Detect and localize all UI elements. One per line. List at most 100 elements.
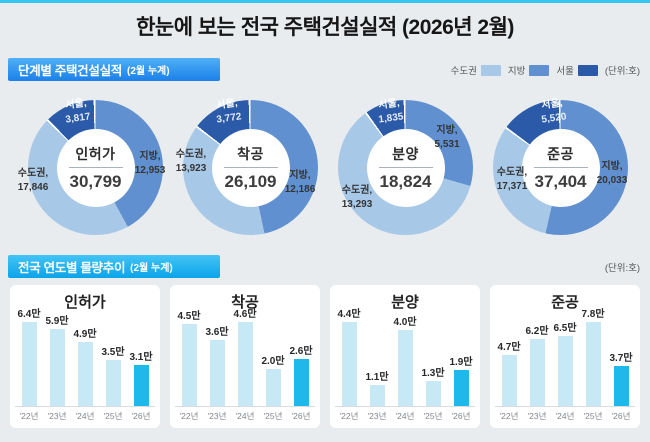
segment-name: 수도권, — [17, 168, 49, 179]
legend-item-seoul: 서울 — [556, 63, 598, 77]
bar-column: 1.1만 — [364, 368, 390, 406]
bar — [49, 329, 65, 406]
bar-column: 6.4만 — [16, 305, 42, 406]
bar-plot: 4.4만 1.1만 4.0만 1.3만 1.9만 — [335, 309, 475, 407]
segment-label-jibang: 지방, 20,033 — [587, 160, 637, 187]
donut-total: 37,404 — [534, 171, 587, 191]
donut-title: 분양 — [392, 145, 419, 162]
bar-value-label: 4.4만 — [337, 309, 361, 320]
legend-item-sudogwon: 수도권 — [451, 63, 501, 77]
legend-swatch-sudogwon — [480, 64, 501, 76]
bar — [557, 336, 573, 406]
donut-total: 18,824 — [379, 171, 432, 191]
x-axis-label: '26년 — [611, 411, 631, 421]
bar — [77, 342, 93, 406]
donut-center: 분양 18,824 — [366, 128, 445, 207]
bar-column: 4.9만 — [72, 325, 98, 406]
bar — [341, 322, 357, 406]
x-axis-label: '22년 — [499, 411, 519, 421]
segment-label-jibang: 지방, 5,531 — [422, 124, 472, 151]
legend-label: 서울 — [556, 66, 574, 77]
bar-column: 2.0만 — [260, 352, 286, 406]
x-axis-label: '24년 — [75, 411, 95, 421]
bar — [529, 339, 545, 406]
donut-divider — [378, 166, 433, 168]
bar-value-label: 3.7만 — [609, 353, 633, 364]
x-axis-label: '25년 — [583, 411, 603, 421]
page-title: 한눈에 보는 전국 주택건설실적 (2026년 2월) — [136, 16, 514, 39]
legend-swatch-jibang — [529, 64, 550, 76]
unit-label-trend: (단위:호) — [604, 263, 640, 274]
donut-ring: 분양 18,824 — [338, 100, 473, 235]
x-axis-label: '25년 — [103, 411, 123, 421]
bar — [237, 322, 253, 406]
x-axis-label: '24년 — [555, 411, 575, 421]
bar-column: 3.1만 — [128, 348, 154, 406]
x-axis: '22년 '23년 '24년 '25년 '26년 — [495, 410, 635, 422]
bar — [105, 360, 121, 406]
segment-name: 수도권, — [341, 185, 373, 196]
donut-total: 30,799 — [69, 171, 122, 191]
donut-chart-sales: 분양 18,824 서울, 1,835 지방, 5,531 수도권, 13,29… — [327, 93, 484, 243]
bar-value-label: 4.5만 — [177, 311, 201, 322]
x-axis-label: '26년 — [291, 411, 311, 421]
bar-value-label: 2.0만 — [261, 356, 285, 367]
bar-value-label: 4.7만 — [497, 342, 521, 353]
bar — [453, 370, 469, 406]
x-axis: '22년 '23년 '24년 '25년 '26년 — [335, 410, 475, 422]
bar-plot: 4.5만 3.6만 4.6만 2.0만 2.6만 — [175, 309, 315, 407]
bar — [501, 355, 517, 406]
segment-name: 수도권, — [175, 149, 207, 160]
bar — [613, 366, 629, 406]
donut-divider — [68, 166, 123, 168]
bar-column: 1.3만 — [420, 364, 446, 406]
bar-chart-card-starts: 착공 4.5만 3.6만 4.6만 2.0만 2.6만 '22년 '23년 '24년 '25년… — [170, 285, 320, 428]
bar-column: 4.4만 — [336, 305, 362, 406]
segment-name: 지방, — [139, 151, 161, 162]
donut-total: 26,109 — [224, 171, 277, 191]
bar-value-label: 6.2만 — [525, 326, 549, 337]
segment-value: 13,923 — [175, 162, 207, 174]
bar-chart-title: 인허가 — [64, 294, 106, 311]
segment-name: 지방, — [289, 170, 311, 181]
bar-plot: 6.4만 5.9만 4.9만 3.5만 3.1만 — [15, 309, 155, 407]
bar-value-label: 1.1만 — [365, 372, 389, 383]
bar-value-label: 7.8만 — [581, 309, 605, 320]
donut-title: 착공 — [237, 145, 264, 162]
bar-column: 4.7만 — [496, 338, 522, 406]
donut-center: 착공 26,109 — [211, 128, 290, 207]
bar-column: 3.5만 — [100, 343, 126, 406]
x-axis-label: '25년 — [263, 411, 283, 421]
bar-column: 6.2만 — [524, 322, 550, 406]
segment-value: 17,371 — [496, 180, 528, 192]
bar — [369, 385, 385, 406]
bar-chart-title: 분양 — [391, 294, 419, 311]
bar-value-label: 3.5만 — [101, 347, 125, 358]
bar-column: 4.5만 — [176, 307, 202, 406]
segment-label-sudogwon: 수도권, 13,293 — [332, 184, 382, 211]
donut-center: 인허가 30,799 — [56, 128, 135, 207]
x-axis-label: '24년 — [395, 411, 415, 421]
x-axis: '22년 '23년 '24년 '25년 '26년 — [15, 410, 155, 422]
segment-label-jibang: 지방, 12,186 — [275, 169, 325, 196]
segment-label-sudogwon: 수도권, 13,923 — [166, 148, 216, 175]
x-axis: '22년 '23년 '24년 '25년 '26년 — [175, 410, 315, 422]
unit-label-stage: (단위:호) — [604, 66, 640, 77]
bar — [425, 381, 441, 406]
bar-value-label: 4.0만 — [393, 317, 417, 328]
x-axis-label: '26년 — [451, 411, 471, 421]
donut-center: 준공 37,404 — [521, 128, 600, 207]
bar — [585, 322, 601, 406]
segment-value: 13,293 — [341, 198, 373, 210]
bar-value-label: 4.9만 — [73, 329, 97, 340]
bar — [133, 365, 149, 406]
segment-name: 수도권, — [496, 167, 528, 178]
x-axis-label: '23년 — [367, 411, 387, 421]
bar-value-label: 6.4만 — [17, 309, 41, 320]
legend-item-jibang: 지방 — [508, 63, 550, 77]
bar-value-label: 3.1만 — [129, 352, 153, 363]
x-axis-label: '23년 — [527, 411, 547, 421]
donut-chart-completions: 준공 37,404 서울, 5,520 수도권, 17,371 지방, 20,0… — [482, 93, 639, 243]
segment-value: 20,033 — [596, 174, 628, 186]
segment-value: 5,531 — [434, 138, 460, 150]
